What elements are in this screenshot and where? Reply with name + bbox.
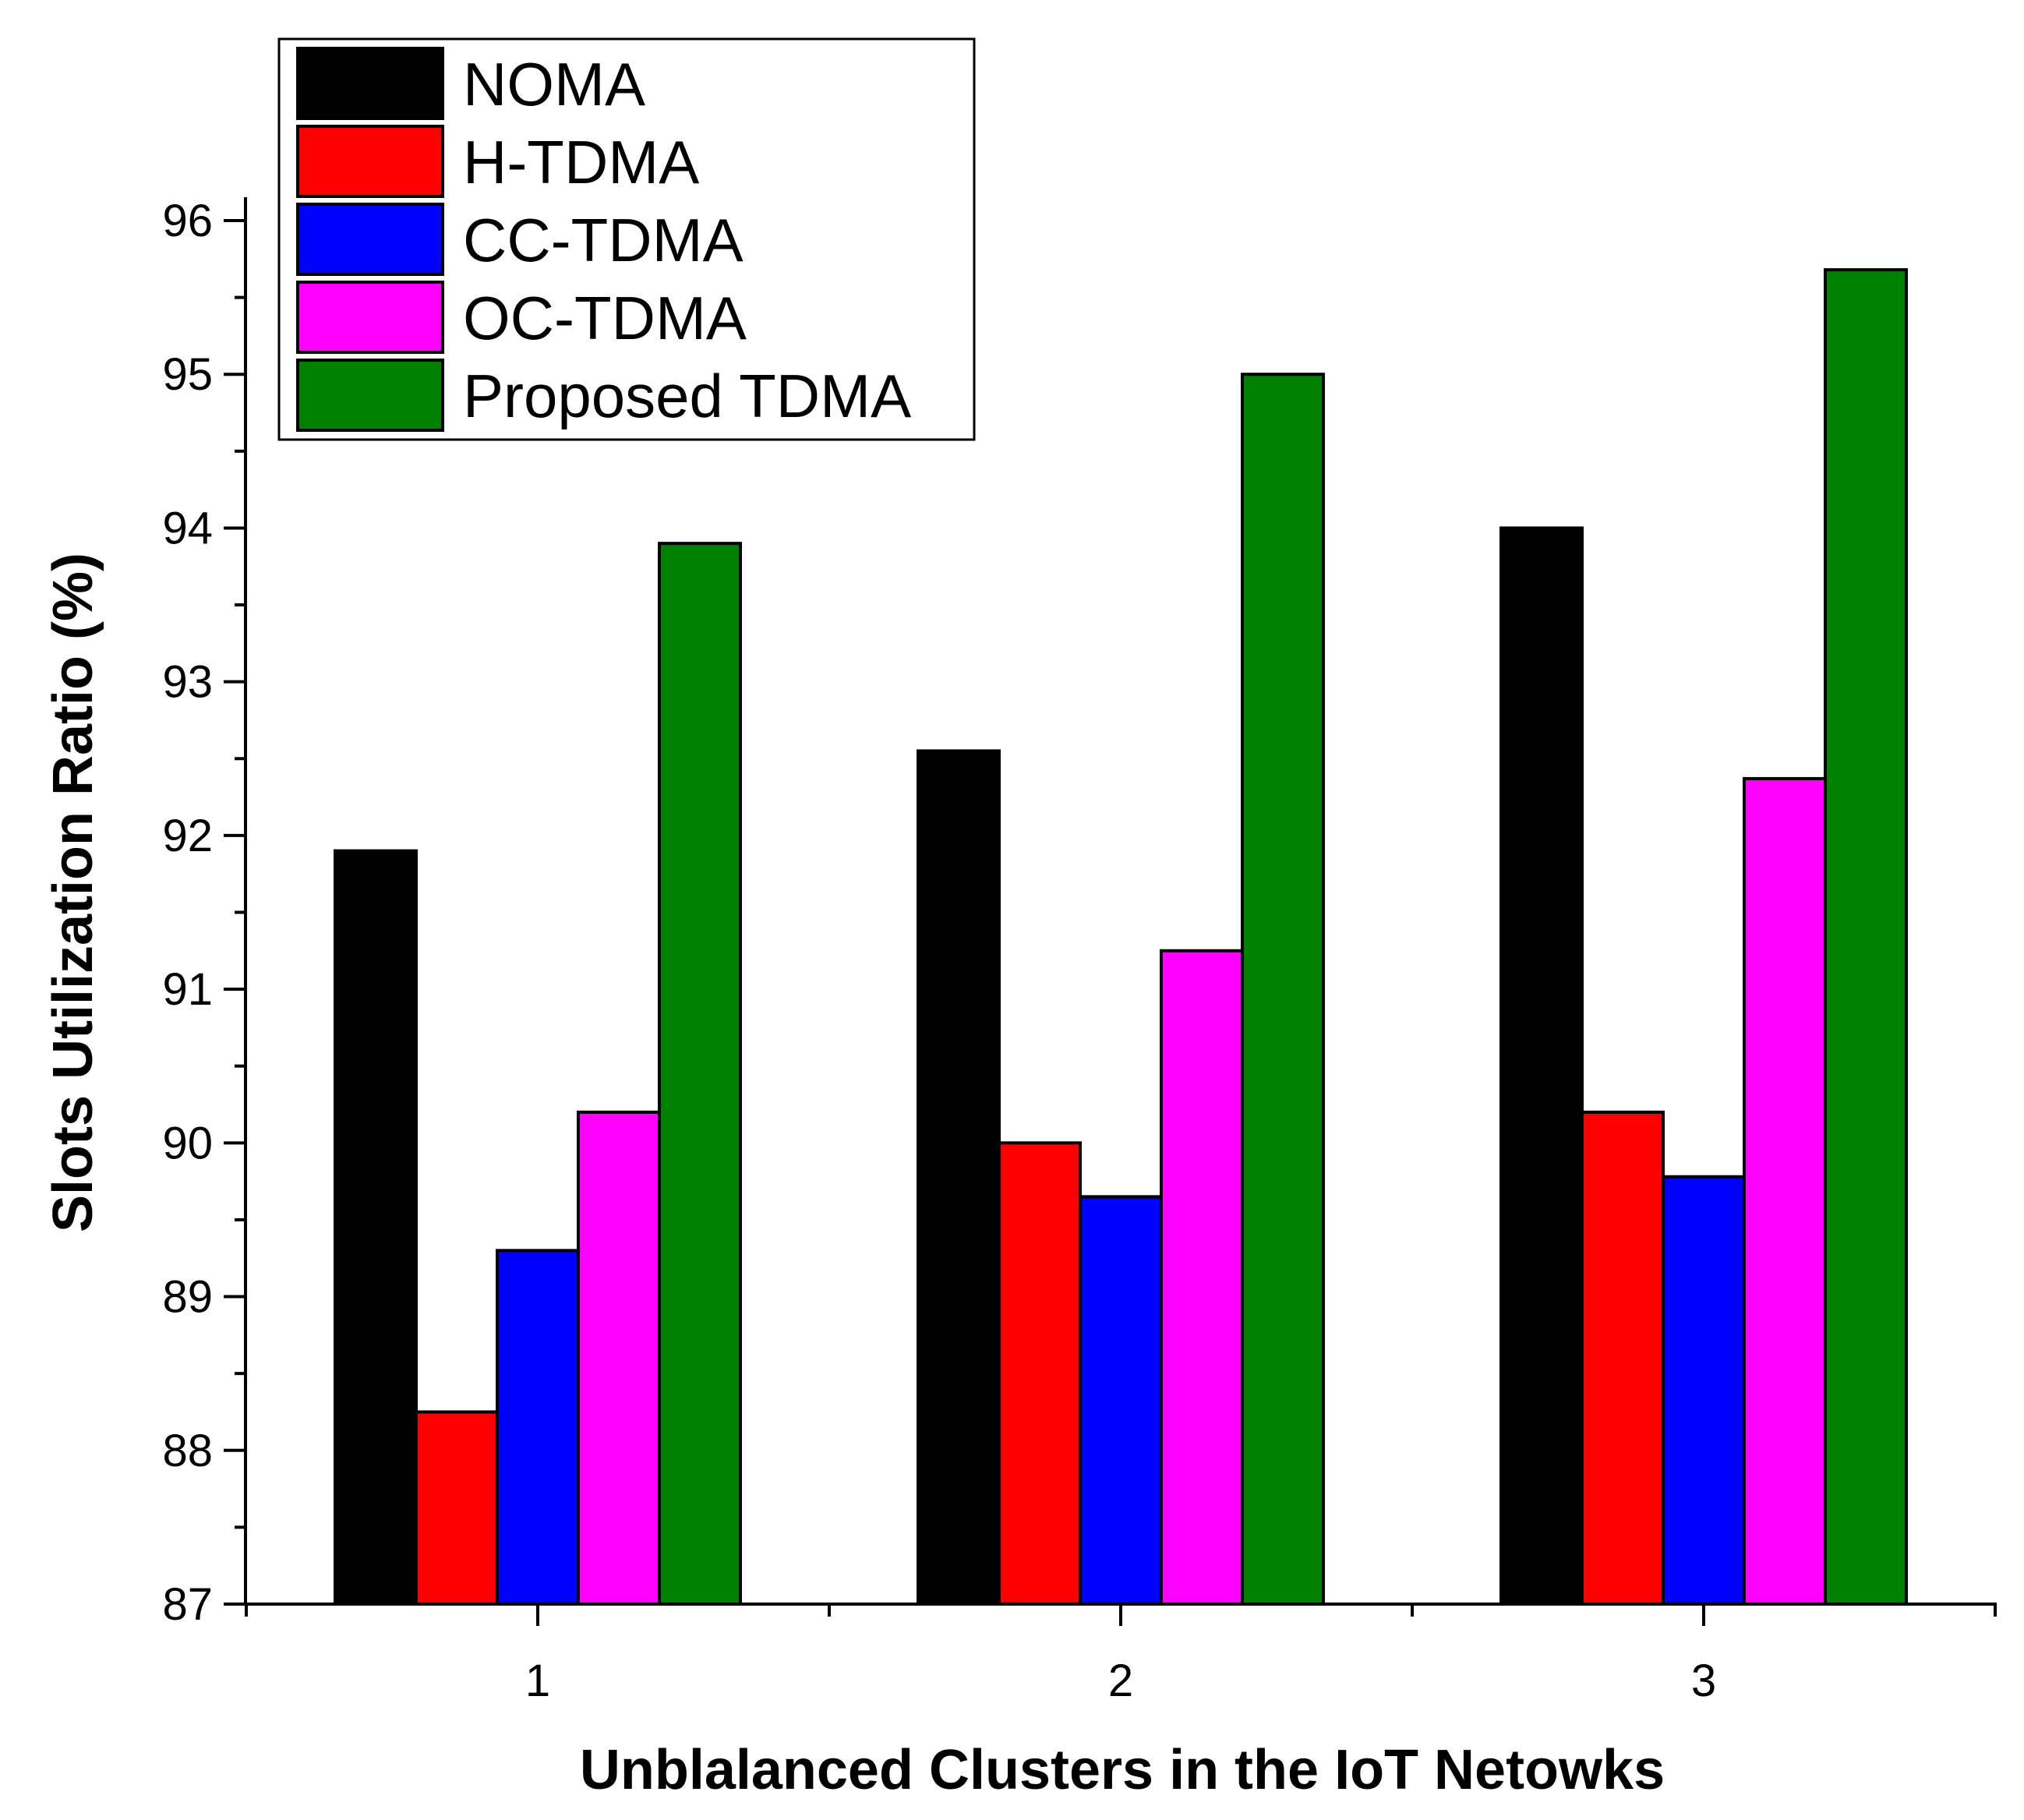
y-tick-label: 94 — [162, 503, 213, 553]
bar-cc-tdma-3 — [1662, 1175, 1746, 1606]
legend-swatch-h-tdma — [296, 125, 444, 198]
bar-h-tdma-2 — [998, 1141, 1082, 1606]
y-tick-label: 96 — [162, 196, 213, 246]
bar-h-tdma-1 — [415, 1410, 499, 1606]
y-tick-label: 90 — [162, 1118, 213, 1168]
bar-noma-2 — [917, 749, 1001, 1606]
bar-proposed-tdma-2 — [1241, 373, 1325, 1606]
legend-swatch-noma — [296, 47, 444, 120]
bar-proposed-tdma-3 — [1824, 268, 1908, 1606]
legend-swatch-proposed-tdma — [296, 359, 444, 432]
bar-noma-3 — [1499, 526, 1584, 1606]
legend-swatch-cc-tdma — [296, 203, 444, 276]
x-tick-label: 3 — [1691, 1656, 1716, 1706]
y-tick-label: 93 — [162, 657, 213, 708]
legend-label: NOMA — [463, 50, 645, 118]
y-tick-label: 89 — [162, 1272, 213, 1323]
y-axis-title: Slots Utilization Ratio (%) — [42, 553, 104, 1232]
bar-h-tdma-3 — [1581, 1110, 1665, 1606]
bar-cc-tdma-2 — [1079, 1195, 1163, 1606]
legend-swatch-oc-tdma — [296, 281, 444, 354]
legend-label: OC-TDMA — [463, 284, 747, 352]
y-tick-label: 87 — [162, 1579, 213, 1630]
y-tick-label: 95 — [162, 349, 213, 400]
legend-label: H-TDMA — [463, 128, 699, 196]
bar-oc-tdma-2 — [1160, 949, 1244, 1606]
x-axis-title: Unblalanced Clusters in the IoT Netowks — [580, 1739, 1665, 1801]
axes-group: 87 88 89 90 91 92 93 94 95 96 1 2 3 — [162, 196, 1997, 1706]
bar-oc-tdma-3 — [1743, 776, 1827, 1606]
bars-group — [334, 268, 1908, 1606]
legend: NOMA H-TDMA CC-TDMA OC-TDMA Proposed TDMA — [277, 37, 976, 441]
legend-label: CC-TDMA — [463, 206, 744, 274]
bar-cc-tdma-1 — [496, 1249, 580, 1606]
bar-noma-1 — [334, 849, 418, 1606]
x-tick-label: 1 — [525, 1656, 550, 1706]
y-tick-label: 92 — [162, 811, 213, 861]
y-tick-label: 88 — [162, 1426, 213, 1476]
legend-label: Proposed TDMA — [463, 362, 911, 430]
x-tick-label: 2 — [1108, 1656, 1133, 1706]
y-tick-label: 91 — [162, 964, 213, 1015]
bar-proposed-tdma-1 — [658, 542, 742, 1606]
bar-oc-tdma-1 — [577, 1110, 661, 1606]
